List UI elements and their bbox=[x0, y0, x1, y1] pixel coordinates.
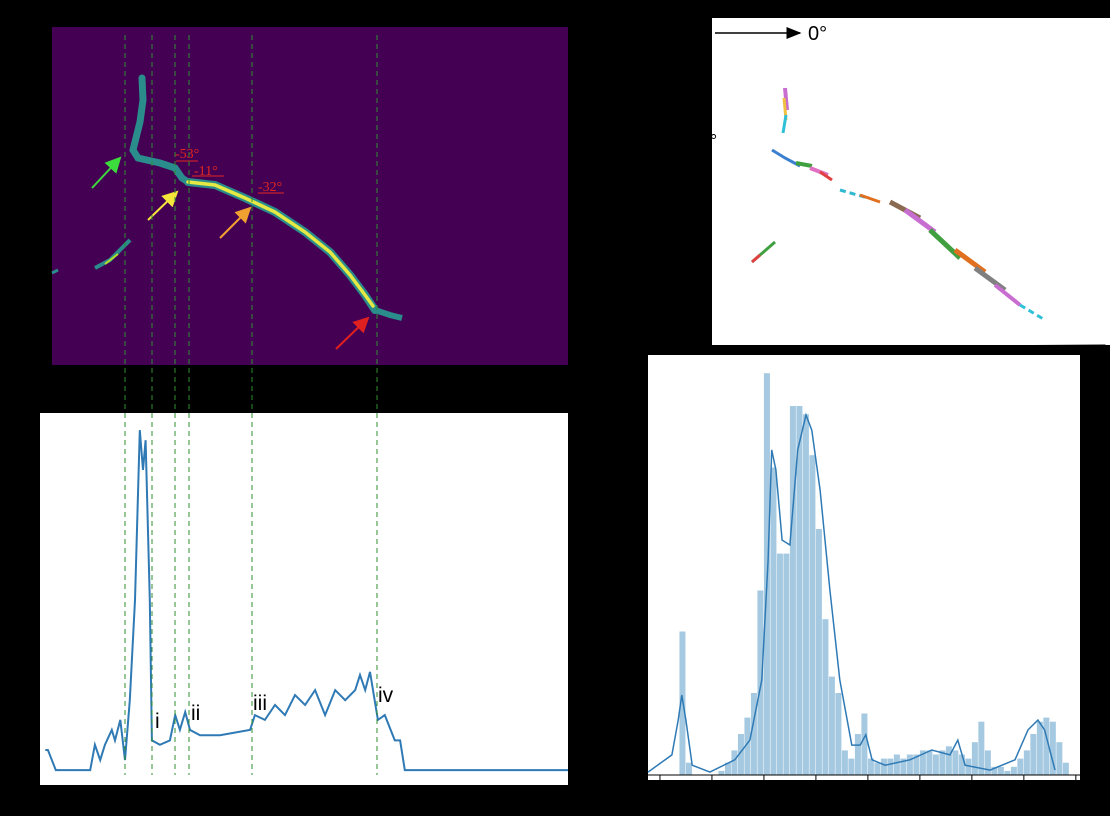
histogram-bar bbox=[972, 742, 978, 775]
histogram-bar bbox=[777, 554, 783, 775]
histogram-bar bbox=[816, 529, 822, 775]
histogram-bar bbox=[842, 750, 848, 775]
orientation-label: ° bbox=[710, 131, 717, 151]
angle-label: -11° bbox=[194, 164, 218, 179]
histogram-bar bbox=[861, 714, 867, 776]
histogram-bar bbox=[933, 755, 939, 776]
histogram-bar bbox=[874, 763, 880, 775]
histogram-bar bbox=[959, 755, 965, 776]
histogram-bar bbox=[868, 759, 874, 775]
histogram-bar bbox=[770, 468, 776, 776]
histogram-bar bbox=[790, 406, 796, 775]
angle-label: -53° bbox=[175, 147, 199, 162]
histogram-bar bbox=[1017, 759, 1023, 775]
histogram-bar bbox=[978, 722, 984, 775]
region-label: iv bbox=[378, 684, 394, 707]
histogram-bar bbox=[926, 750, 932, 775]
histogram-bar bbox=[998, 767, 1004, 775]
region-label: iii bbox=[253, 692, 267, 715]
histogram-bar bbox=[1030, 734, 1036, 775]
histogram-bar bbox=[848, 759, 854, 775]
histogram-bar bbox=[1024, 750, 1030, 775]
region-label: ii bbox=[191, 702, 200, 725]
histogram-bar bbox=[1011, 767, 1017, 775]
histogram-bar bbox=[829, 677, 835, 775]
orientation-label: 0° bbox=[808, 23, 827, 45]
histogram-bar bbox=[1063, 763, 1069, 775]
angle-label: -32° bbox=[258, 180, 282, 195]
histogram-bar bbox=[946, 746, 952, 775]
histogram-bar bbox=[686, 763, 692, 775]
histogram-bar bbox=[1056, 742, 1062, 775]
profile-panel bbox=[40, 413, 568, 785]
orientation-image bbox=[712, 18, 1110, 368]
histogram-bar bbox=[809, 455, 815, 775]
segmentation-image bbox=[52, 27, 568, 365]
histogram-bar bbox=[822, 619, 828, 775]
histogram-bar bbox=[907, 755, 913, 776]
histogram-bar bbox=[894, 755, 900, 776]
histogram-bar bbox=[783, 554, 789, 775]
histogram-bar bbox=[803, 414, 809, 775]
histogram-bar bbox=[835, 693, 841, 775]
histogram-bar bbox=[855, 734, 861, 775]
histogram-bar bbox=[1004, 771, 1010, 775]
histogram-bar bbox=[985, 750, 991, 775]
histogram-bar bbox=[757, 591, 763, 776]
histogram-bar bbox=[718, 771, 724, 775]
histogram-bar bbox=[1037, 722, 1043, 775]
region-label: i bbox=[155, 710, 160, 733]
histogram-bar bbox=[731, 750, 737, 775]
histogram-bar bbox=[881, 759, 887, 775]
histogram-bar bbox=[887, 759, 893, 775]
histogram-bar bbox=[952, 750, 958, 775]
figure: -53° -11° -32° 0° ° i ii iii iv bbox=[0, 0, 1110, 816]
